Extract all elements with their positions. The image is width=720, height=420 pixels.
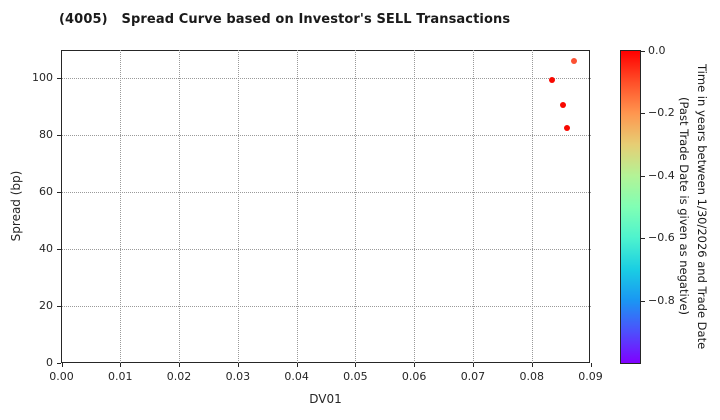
plot-area	[61, 50, 590, 363]
x-tick-label: 0.01	[108, 370, 133, 383]
x-gridline	[296, 50, 298, 363]
y-gridline	[61, 135, 591, 137]
chart-title: (4005) Spread Curve based on Investor's …	[59, 12, 511, 27]
x-axis-label: DV01	[309, 392, 342, 406]
x-tick	[531, 363, 533, 367]
scatter-point	[548, 77, 555, 84]
x-tick-label: 0.07	[460, 370, 486, 383]
x-tick	[590, 363, 592, 367]
x-tick	[179, 363, 181, 367]
colorbar	[620, 50, 641, 364]
scatter-point	[560, 102, 567, 109]
x-tick-label: 0.05	[343, 370, 368, 383]
y-tick	[56, 135, 61, 137]
x-tick	[414, 363, 416, 367]
y-gridline	[61, 306, 591, 308]
y-tick-label: 0	[46, 356, 53, 369]
y-tick-label: 100	[32, 71, 53, 85]
y-tick-label: 20	[39, 299, 53, 313]
x-tick	[355, 363, 357, 367]
x-tick	[120, 363, 122, 367]
colorbar-label: Time in years between 1/30/2026 and Trad…	[664, 50, 710, 363]
y-tick-label: 40	[39, 242, 53, 256]
colorbar-tick	[641, 113, 645, 115]
x-tick-label: 0.09	[578, 370, 603, 383]
x-gridline	[237, 50, 239, 363]
y-gridline	[61, 78, 591, 80]
y-tick	[56, 306, 61, 308]
x-gridline	[472, 50, 474, 363]
y-tick	[56, 78, 61, 80]
y-gridline	[61, 249, 591, 251]
colorbar-tick-label: −0.4	[648, 168, 675, 182]
colorbar-tick-label: −0.8	[648, 293, 675, 307]
x-tick	[61, 363, 63, 367]
colorbar-label-line2: (Past Trade Date is given as negative)	[677, 97, 692, 316]
colorbar-tick-label: −0.2	[648, 106, 675, 120]
colorbar-tick	[641, 51, 645, 52]
y-gridline	[61, 192, 591, 194]
y-tick	[56, 363, 61, 364]
colorbar-tick-label: −0.6	[648, 231, 675, 245]
x-gridline	[414, 50, 416, 363]
x-gridline	[531, 50, 533, 363]
colorbar-tick-label: 0.0	[648, 44, 666, 57]
y-tick-label: 60	[39, 185, 53, 199]
scatter-point	[563, 124, 570, 131]
x-gridline	[120, 50, 122, 363]
x-tick-label: 0.00	[49, 370, 74, 383]
x-tick-label: 0.03	[225, 370, 251, 383]
colorbar-tick	[641, 175, 645, 177]
x-tick-label: 0.02	[166, 370, 192, 383]
y-tick-label: 80	[39, 128, 53, 142]
scatter-point	[571, 58, 578, 65]
x-gridline	[355, 50, 357, 363]
x-tick	[237, 363, 239, 367]
x-tick-label: 0.08	[519, 370, 544, 383]
y-tick	[56, 192, 61, 194]
x-tick-label: 0.06	[401, 370, 427, 383]
x-tick	[296, 363, 298, 367]
y-axis-label: Spread (bp)	[9, 170, 23, 242]
y-tick	[56, 249, 61, 251]
x-tick	[472, 363, 474, 367]
colorbar-label-line1: Time in years between 1/30/2026 and Trad…	[695, 63, 709, 350]
x-gridline	[179, 50, 181, 363]
colorbar-tick	[641, 300, 645, 302]
colorbar-tick	[641, 238, 645, 240]
x-tick-label: 0.04	[284, 370, 309, 383]
